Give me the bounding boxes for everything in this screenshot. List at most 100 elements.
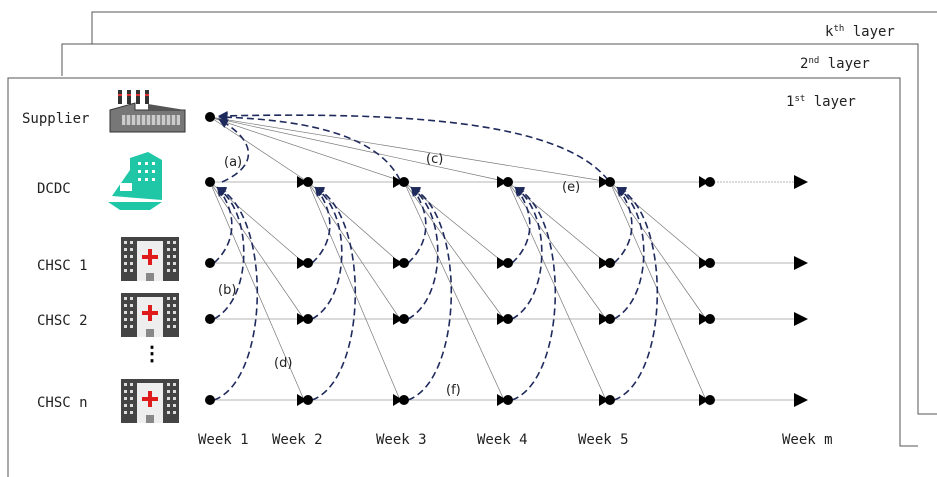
flow-a-path — [218, 119, 250, 183]
supplier-node — [205, 112, 215, 122]
layer-frames — [7, 11, 937, 477]
flow-label-a: (a) — [224, 155, 242, 170]
week-label-1: Week 1 — [198, 432, 249, 448]
node-dc-week-4 — [503, 177, 513, 187]
node-c1-week-2 — [303, 258, 313, 268]
node-cn-week-6 — [705, 395, 715, 405]
supplier-shipment-line — [209, 116, 509, 183]
layer-k-frame — [91, 11, 937, 44]
layer-1-label: 1st layer — [786, 94, 856, 110]
distribution-center-icon — [108, 152, 162, 210]
row-label-supplier: Supplier — [22, 111, 89, 127]
supplier-shipment-line — [209, 116, 309, 183]
flow-label-d: (d) — [274, 356, 292, 371]
week-label-3: Week 3 — [376, 432, 427, 448]
row-label-chsc1: CHSC 1 — [37, 258, 88, 274]
week-label-2: Week 2 — [272, 432, 323, 448]
dcdc-delivery-line — [403, 181, 505, 401]
node-c1-week-1 — [205, 258, 215, 268]
node-c2-week-5 — [605, 314, 615, 324]
end-arrow-c1 — [794, 256, 808, 270]
return-flow-c2 — [613, 186, 645, 320]
return-flow-c2 — [407, 186, 439, 320]
week-label-5: Week 5 — [578, 432, 629, 448]
arrival-arrow-dc — [497, 176, 507, 188]
return-flow-c2 — [311, 186, 343, 320]
dashed-flow-layer — [213, 111, 659, 401]
arrival-arrow-c1 — [599, 257, 609, 269]
node-c2-week-1 — [205, 314, 215, 324]
arrival-arrow-cn — [297, 394, 307, 406]
node-layer — [205, 112, 808, 407]
node-dc-week-5 — [605, 177, 615, 187]
layer-2-label: 2nd layer — [800, 56, 870, 72]
week-label-4: Week 4 — [477, 432, 528, 448]
dcdc-delivery-line — [507, 181, 607, 320]
node-c1-week-4 — [503, 258, 513, 268]
layer-2-frame — [61, 43, 937, 415]
layer-k-label: kth layer — [825, 24, 895, 40]
node-cn-week-1 — [205, 395, 215, 405]
end-arrow-c2 — [794, 312, 808, 326]
arrival-arrow-cn — [699, 394, 709, 406]
flow-c-long-path — [218, 111, 609, 181]
supplier-shipment-line — [209, 116, 611, 183]
factory-icon — [109, 90, 186, 133]
flow-label-f: (f) — [446, 383, 461, 398]
arrival-arrow-c1 — [297, 257, 307, 269]
arrival-arrow-c2 — [497, 313, 507, 325]
return-flow-c2 — [511, 186, 543, 320]
arrival-arrow-c1 — [699, 257, 709, 269]
return-flow-cn — [407, 187, 453, 401]
node-c1-week-5 — [605, 258, 615, 268]
row-label-chscn: CHSC n — [37, 395, 88, 411]
dcdc-delivery-line — [507, 181, 607, 401]
node-c1-week-3 — [399, 258, 409, 268]
dcdc-delivery-line — [307, 181, 401, 401]
node-dc-week-2 — [303, 177, 313, 187]
row-label-chsc2: CHSC 2 — [37, 313, 88, 329]
return-flow-c2 — [213, 186, 245, 320]
end-arrow-dc — [794, 175, 808, 189]
flow-label-b: (b) — [218, 283, 236, 298]
flow-label-c: (c) — [426, 152, 443, 167]
return-flow-cn — [213, 187, 259, 401]
arrival-arrow-c2 — [393, 313, 403, 325]
dcdc-delivery-line — [609, 181, 707, 320]
arrival-arrow-dc — [699, 176, 709, 188]
arrival-arrow-c2 — [297, 313, 307, 325]
flow-label-e: (e) — [562, 180, 580, 195]
hospital-icon — [121, 293, 179, 337]
week-label-6: Week m — [782, 432, 833, 448]
end-arrow-cn — [794, 393, 808, 407]
arrival-arrow-c1 — [497, 257, 507, 269]
chsc-ellipsis: ⋮ — [142, 341, 162, 365]
dcdc-delivery-line — [209, 181, 305, 320]
arrival-arrow-cn — [393, 394, 403, 406]
row-label-dcdc: DCDC — [37, 181, 71, 197]
node-c2-week-4 — [503, 314, 513, 324]
return-flow-cn — [613, 187, 659, 401]
node-c2-week-2 — [303, 314, 313, 324]
return-flow-cn — [511, 187, 557, 401]
arrival-arrow-dc — [297, 176, 307, 188]
arrival-arrow-cn — [497, 394, 507, 406]
node-c2-week-6 — [705, 314, 715, 324]
arrival-arrow-dc — [393, 176, 403, 188]
node-c1-week-6 — [705, 258, 715, 268]
arrival-arrow-c2 — [599, 313, 609, 325]
dcdc-delivery-line — [307, 181, 401, 320]
arrival-arrow-cn — [599, 394, 609, 406]
return-flow-cn — [311, 187, 357, 401]
node-c2-week-3 — [399, 314, 409, 324]
node-dc-week-1 — [205, 177, 215, 187]
hospital-icon — [121, 379, 179, 423]
arrival-arrow-c2 — [699, 313, 709, 325]
node-cn-week-4 — [503, 395, 513, 405]
node-cn-week-5 — [605, 395, 615, 405]
node-cn-week-2 — [303, 395, 313, 405]
layer-1-frame — [7, 77, 918, 477]
flow-c-path — [218, 112, 401, 181]
dcdc-delivery-line — [403, 181, 505, 320]
